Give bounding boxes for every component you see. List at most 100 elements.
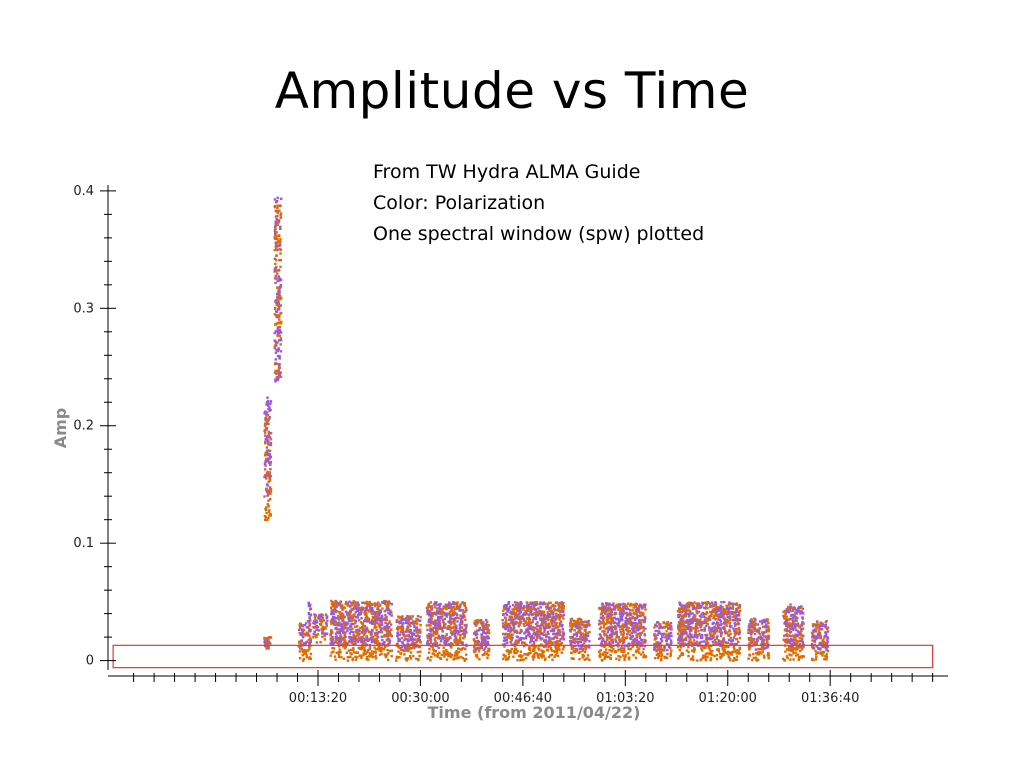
data-point xyxy=(387,611,390,615)
data-point xyxy=(449,618,452,622)
data-point xyxy=(480,619,483,622)
data-point xyxy=(429,627,432,630)
data-point xyxy=(443,607,447,610)
data-point xyxy=(266,459,270,463)
data-point xyxy=(365,615,369,618)
data-point xyxy=(531,620,534,624)
data-point xyxy=(765,635,769,638)
data-point xyxy=(609,657,612,660)
data-point xyxy=(510,612,513,616)
data-point xyxy=(688,630,692,633)
data-point xyxy=(618,641,621,644)
data-point xyxy=(657,631,661,635)
data-point xyxy=(334,604,337,607)
data-point xyxy=(527,618,531,621)
data-point xyxy=(449,655,453,659)
data-point xyxy=(301,654,304,657)
data-point xyxy=(268,488,272,491)
data-point xyxy=(400,627,403,630)
data-point xyxy=(484,626,487,630)
data-point xyxy=(417,658,420,662)
data-point xyxy=(368,604,371,608)
data-point xyxy=(407,649,410,653)
data-point xyxy=(278,357,281,360)
data-point xyxy=(539,626,542,630)
data-point xyxy=(265,511,268,515)
data-point xyxy=(297,645,300,648)
data-point xyxy=(544,657,547,660)
data-point xyxy=(503,633,507,636)
data-point xyxy=(503,626,506,629)
data-point xyxy=(265,450,268,453)
data-point xyxy=(731,642,734,646)
data-point xyxy=(632,621,636,625)
data-point xyxy=(352,651,355,654)
data-point xyxy=(275,201,278,204)
data-point xyxy=(409,651,413,654)
data-point xyxy=(706,633,709,636)
data-point xyxy=(621,627,624,630)
data-point xyxy=(733,622,736,625)
data-point xyxy=(398,638,402,641)
data-point xyxy=(695,640,698,643)
data-point xyxy=(508,605,511,608)
data-point xyxy=(706,617,709,620)
data-point xyxy=(276,298,280,301)
data-point xyxy=(632,629,635,632)
data-point xyxy=(509,650,512,653)
data-point xyxy=(642,629,645,633)
data-point xyxy=(528,605,531,609)
data-point xyxy=(537,612,540,615)
data-point xyxy=(587,624,591,627)
data-point xyxy=(643,604,646,607)
data-point xyxy=(460,626,464,629)
data-point xyxy=(298,628,301,632)
data-point xyxy=(274,358,277,361)
data-point xyxy=(733,634,737,637)
data-point xyxy=(277,300,280,304)
data-point xyxy=(626,629,630,632)
data-point xyxy=(360,655,363,658)
data-point xyxy=(411,622,414,625)
data-point xyxy=(579,635,582,639)
data-point xyxy=(765,645,768,649)
data-point xyxy=(266,639,269,642)
data-point xyxy=(411,640,415,643)
data-point xyxy=(536,621,539,624)
data-point xyxy=(562,610,565,613)
data-point xyxy=(415,629,418,633)
data-point xyxy=(438,609,441,612)
data-point xyxy=(748,628,751,631)
data-point xyxy=(626,626,629,629)
data-point xyxy=(633,613,636,616)
data-point xyxy=(735,630,738,633)
data-point xyxy=(570,628,574,631)
data-point xyxy=(692,650,696,653)
data-point xyxy=(418,654,421,658)
data-point xyxy=(734,632,737,635)
data-point xyxy=(325,632,329,636)
data-point xyxy=(505,623,508,626)
data-point xyxy=(658,650,661,653)
data-point xyxy=(715,630,719,633)
data-point xyxy=(381,627,384,630)
data-point xyxy=(450,608,454,611)
data-point xyxy=(455,630,458,634)
data-point xyxy=(751,659,754,662)
data-point xyxy=(609,622,612,625)
data-point xyxy=(688,632,691,636)
data-point xyxy=(523,624,526,628)
data-point xyxy=(371,630,374,633)
data-point xyxy=(442,605,445,608)
data-point xyxy=(692,636,695,639)
data-point xyxy=(684,636,688,640)
data-point xyxy=(268,449,272,453)
data-point xyxy=(473,632,476,635)
data-point xyxy=(583,620,587,624)
data-point xyxy=(334,658,337,661)
data-point xyxy=(505,619,508,622)
data-point xyxy=(504,627,507,631)
data-point xyxy=(441,634,445,638)
data-point xyxy=(681,604,684,607)
data-point xyxy=(514,612,518,615)
